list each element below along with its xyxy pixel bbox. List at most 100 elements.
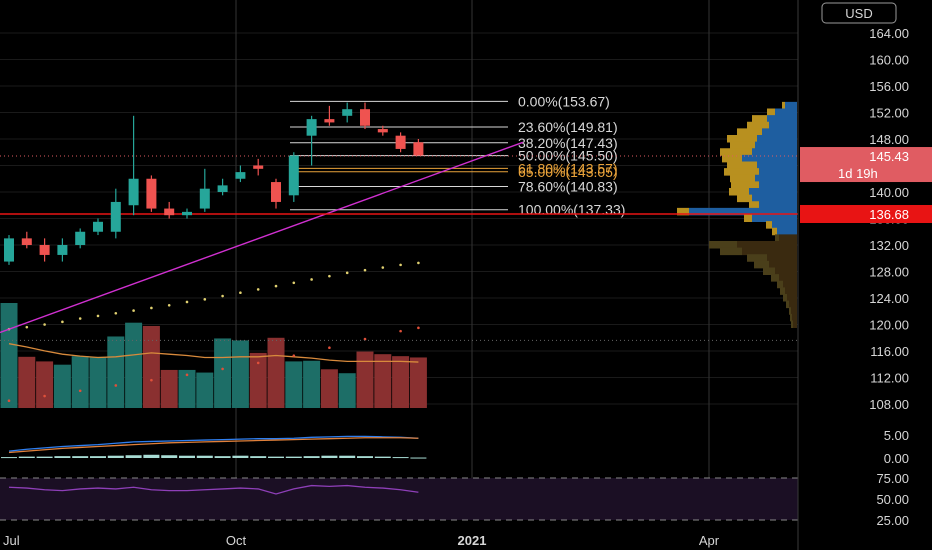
trendline xyxy=(0,141,524,334)
price-tick-label: 112.00 xyxy=(870,371,909,386)
price-badge xyxy=(800,147,932,166)
volume-bar xyxy=(267,337,285,408)
macd-histogram-bar xyxy=(214,456,231,458)
price-tick-label: 160.00 xyxy=(869,53,909,68)
volume-bar xyxy=(107,336,125,408)
volume-profile-down xyxy=(752,214,797,222)
volume-bar xyxy=(374,354,392,408)
volume-profile-up xyxy=(737,128,762,136)
ma-dot xyxy=(345,271,349,275)
macd-histogram-bar xyxy=(36,456,53,458)
volume-bar xyxy=(89,356,107,408)
price-tick-label: 116.00 xyxy=(870,344,909,359)
volume-bar xyxy=(0,303,18,408)
volume-profile-down xyxy=(769,121,797,130)
volume-bar xyxy=(338,373,356,408)
macd-histogram-bar xyxy=(143,454,160,458)
candle-body xyxy=(306,119,317,136)
ma-dot xyxy=(292,281,296,285)
volume-profile-down xyxy=(757,135,797,143)
volume-bar xyxy=(178,369,196,408)
volume-profile-down xyxy=(762,128,797,136)
ma2-dot xyxy=(114,384,118,387)
moving-average-dots xyxy=(7,261,420,402)
candle-body xyxy=(146,178,157,209)
macd-tick-label: 0.00 xyxy=(884,451,909,466)
candle-body xyxy=(4,238,14,262)
macd-pane xyxy=(1,435,427,459)
volume-profile-down xyxy=(793,320,797,328)
macd-histogram-bar xyxy=(392,457,409,459)
candlesticks xyxy=(4,102,424,265)
macd-line xyxy=(8,435,419,452)
volume-profile-up xyxy=(747,121,769,130)
currency-label: USD xyxy=(845,6,872,21)
volume-profile-down xyxy=(759,168,797,176)
ma-dot xyxy=(399,263,402,267)
candle-body xyxy=(324,119,335,123)
volume-profile-down xyxy=(792,313,797,322)
currency-button[interactable] xyxy=(821,2,897,24)
volume-profile-down xyxy=(755,141,797,150)
volume-profile-down xyxy=(752,194,797,203)
ma-dot xyxy=(221,294,224,298)
macd-histogram-bar xyxy=(410,457,427,459)
ma-dot xyxy=(363,268,367,272)
volume-profile-down xyxy=(757,161,797,169)
ma-dot xyxy=(78,317,82,320)
ma-dot xyxy=(310,278,313,281)
time-tick-label: 2021 xyxy=(458,533,487,548)
volume-profile-down xyxy=(767,115,797,123)
fib-label: 0.00%(153.67) xyxy=(518,93,610,109)
candle-body xyxy=(21,238,32,245)
macd-histogram-bar xyxy=(250,456,267,458)
macd-histogram-bar xyxy=(285,456,302,458)
volume-bar xyxy=(285,361,303,408)
candle-body xyxy=(377,129,388,133)
volume-profile-up xyxy=(789,307,791,315)
volume-profile-down xyxy=(779,234,797,242)
macd-tick-label: 5.00 xyxy=(884,428,909,443)
macd-histogram-bar xyxy=(303,456,320,458)
ma-dot xyxy=(132,309,135,312)
macd-histogram-bar xyxy=(268,456,284,458)
ma2-dot xyxy=(292,354,296,357)
volume-bar xyxy=(125,322,143,408)
volume-profile-up xyxy=(754,260,769,269)
volume-profile-up xyxy=(720,247,742,256)
macd-histogram-bar xyxy=(179,455,195,458)
fib-label: 38.20%(147.43) xyxy=(518,135,618,151)
time-axis[interactable]: Jul Oct 2021 Apr xyxy=(3,533,720,548)
volume-profile-down xyxy=(767,254,797,262)
volume-profile-up xyxy=(771,274,779,282)
candle-body xyxy=(235,172,246,179)
ma2-dot xyxy=(150,378,153,382)
time-tick-label: Apr xyxy=(699,533,720,548)
volume-profile-up xyxy=(775,234,779,242)
volume-sma-line xyxy=(8,343,419,363)
candle-body xyxy=(342,109,353,116)
volume-bar xyxy=(409,357,427,408)
volume-profile-down xyxy=(749,188,797,196)
fib-label: 61.80%(143.57) xyxy=(518,160,618,176)
macd-histogram-bar xyxy=(18,456,35,458)
ma2-dot xyxy=(363,337,367,341)
ma-dot xyxy=(114,311,118,315)
candle-body xyxy=(199,188,210,209)
ma2-dot xyxy=(78,389,82,393)
volume-profile-up xyxy=(722,154,742,163)
volume-profile-up xyxy=(782,101,785,110)
volume-profile-down xyxy=(769,260,797,269)
volume-profile-down xyxy=(779,274,797,282)
rsi-tick-label: 75.00 xyxy=(876,471,909,486)
volume-profile-up xyxy=(744,214,752,222)
ma-dot xyxy=(167,303,171,307)
price-tick-label: 148.00 xyxy=(869,132,909,147)
candle-body xyxy=(164,208,175,216)
ma-dot xyxy=(381,266,385,269)
volume-profile-down xyxy=(789,300,797,309)
volume-profile-up xyxy=(752,115,767,123)
ma2-dot xyxy=(185,373,189,377)
rsi-line xyxy=(8,484,419,495)
